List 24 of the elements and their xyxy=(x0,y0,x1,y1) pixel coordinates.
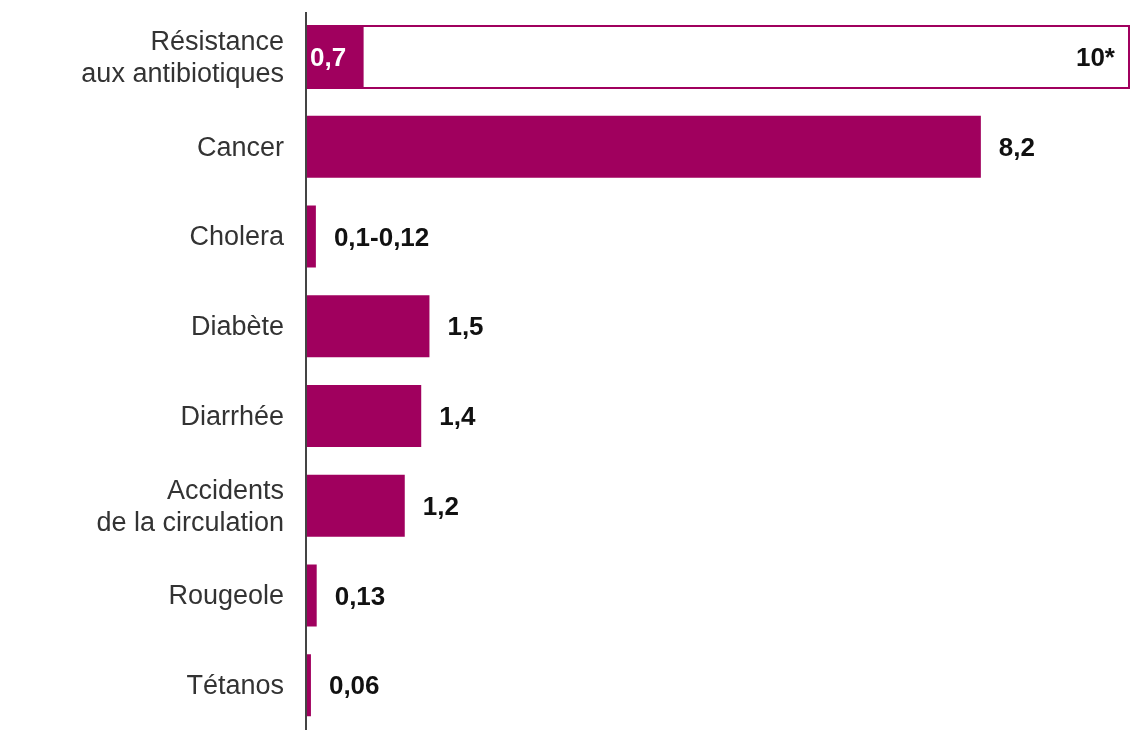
bar xyxy=(305,25,1130,89)
y-tick-label: Cancer xyxy=(196,131,284,162)
bar xyxy=(306,385,422,447)
data-label: 1,2 xyxy=(422,490,459,521)
data-label: 1,4 xyxy=(439,401,476,431)
data-label: 0,13 xyxy=(334,580,386,611)
y-tick-label: Tétanos xyxy=(186,670,284,701)
bar xyxy=(306,564,317,627)
bar xyxy=(306,295,430,358)
y-tick-label: Résistance aux antibiotiques xyxy=(81,25,284,88)
data-label: 10* xyxy=(1075,42,1116,72)
y-tick-label: Diabète xyxy=(190,311,284,342)
y-tick-label: Rougeole xyxy=(168,580,284,611)
y-tick-label: Accidents de la circulation xyxy=(96,474,284,537)
data-label: 0,06 xyxy=(328,670,380,701)
bar xyxy=(306,474,405,537)
data-label: 0,7 xyxy=(310,42,347,72)
bar xyxy=(306,115,981,178)
data-label: 1,5 xyxy=(447,311,484,342)
y-tick-label: Diarrhée xyxy=(180,400,284,431)
bar xyxy=(306,205,316,268)
data-label: 0,1-0,12 xyxy=(333,221,430,252)
data-label: 8,2 xyxy=(998,131,1036,162)
y-tick-label: Cholera xyxy=(189,221,285,252)
